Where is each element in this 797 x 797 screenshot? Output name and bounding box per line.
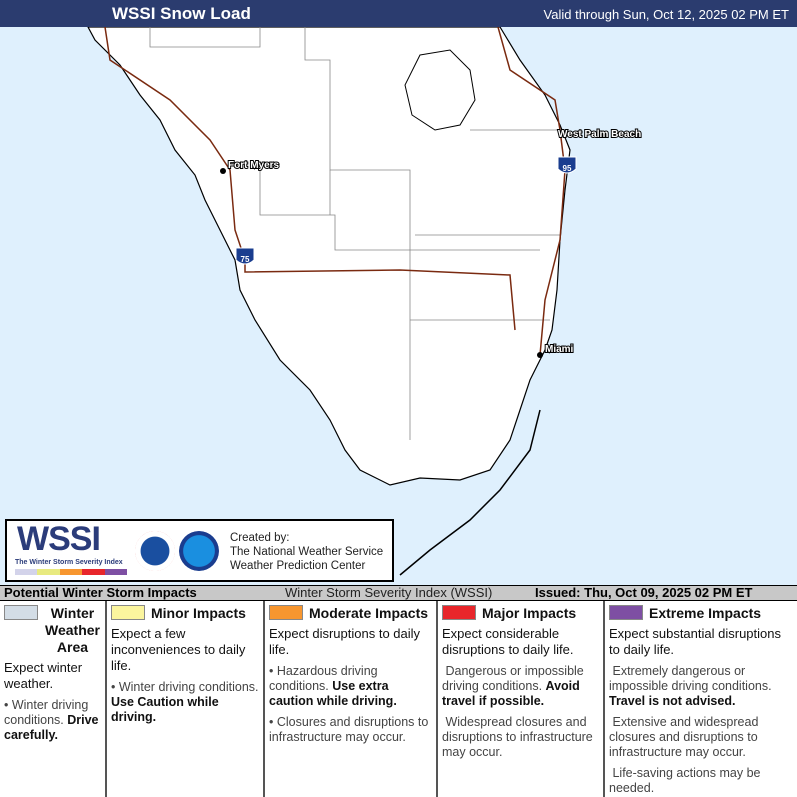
org-nws: The National Weather Service: [230, 546, 384, 558]
legend-title: Potential Winter Storm Impacts: [4, 585, 197, 600]
county-lines: [149, 27, 565, 440]
org-wpc: Weather Prediction Center: [230, 560, 366, 572]
category-bullet: Life-saving actions may be needed.: [609, 766, 761, 795]
category-swatch: [111, 605, 145, 620]
category-swatch: [442, 605, 476, 620]
legend-bar: Potential Winter Storm Impacts Winter St…: [0, 585, 797, 601]
wssi-logo-panel: WSSI The Winter Storm Severity Index Cre…: [5, 519, 394, 582]
map[interactable]: Fort Myers West Palm Beach Miami 75 95: [0, 26, 797, 585]
land: [86, 26, 571, 486]
legend-category: Minor Impacts Expect a few inconveniences…: [107, 601, 265, 797]
svg-text:75: 75: [241, 255, 250, 264]
category-bullet: Widespread closures and disruptions to i…: [442, 715, 593, 759]
category-bullet: • Hazardous driving conditions. Use extr…: [269, 664, 397, 708]
category-title: Major Impacts: [442, 605, 599, 622]
valid-time: Valid through Sun, Oct 12, 2025 02 PM ET: [543, 7, 789, 22]
legend-category: Extreme Impacts Expect substantial disrup…: [605, 601, 797, 797]
category-bullet: • Closures and disruptions to infrastruc…: [269, 715, 429, 744]
noaa-logo-icon: [179, 531, 219, 571]
wssi-subtitle: The Winter Storm Severity Index: [15, 559, 123, 566]
category-bullet: Extremely dangerous or impossible drivin…: [609, 664, 772, 708]
issued-time: Issued: Thu, Oct 09, 2025 02 PM ET: [535, 585, 753, 600]
category-bullet: • Winter driving conditions. Use Caution…: [111, 680, 259, 724]
legend-category: Major Impacts Expect considerable disrupt…: [438, 601, 605, 797]
category-title: Minor Impacts: [111, 605, 259, 622]
category-title: Winter Weather Area: [4, 605, 101, 656]
created-by: Created by:: [230, 532, 290, 544]
keys: [399, 409, 541, 576]
category-title: Extreme Impacts: [609, 605, 793, 622]
city-miami-marker: [537, 352, 543, 358]
lake-okeechobee: [404, 49, 476, 131]
category-bullet: Dangerous or impossible driving conditio…: [442, 664, 584, 708]
category-lead: Expect winter weather.: [4, 660, 83, 691]
category-lead: Expect considerable disruptions to daily…: [442, 626, 574, 657]
city-west-palm-beach: West Palm Beach: [558, 129, 641, 140]
map-title: WSSI Snow Load: [112, 4, 251, 23]
highway-roads: [104, 26, 566, 356]
legend-category: Winter Weather Area Expect winter weather…: [0, 601, 107, 797]
nws-seal-icon: [135, 531, 175, 571]
city-fort-myers-marker: [220, 168, 226, 174]
city-fort-myers: Fort Myers: [228, 160, 280, 171]
category-bullet: • Winter driving conditions. Drive caref…: [4, 698, 99, 742]
category-lead: Expect disruptions to daily life.: [269, 626, 421, 657]
interstate-95-shield-icon: 95: [557, 156, 577, 174]
svg-text:95: 95: [563, 164, 572, 173]
category-swatch: [4, 605, 38, 620]
category-swatch: [609, 605, 643, 620]
legend-category: Moderate Impacts Expect disruptions to da…: [265, 601, 438, 797]
category-bullet: Extensive and widespread closures and di…: [609, 715, 759, 759]
city-miami: Miami: [545, 344, 574, 355]
interstate-75-shield-icon: 75: [235, 247, 255, 265]
header: WSSI Snow Load Valid through Sun, Oct 12…: [0, 0, 797, 27]
category-lead: Expect substantial disruptions to daily …: [609, 626, 781, 657]
legend-index-name: Winter Storm Severity Index (WSSI): [285, 585, 493, 600]
category-title: Moderate Impacts: [269, 605, 432, 622]
category-swatch: [269, 605, 303, 620]
wssi-color-bar: [15, 569, 128, 575]
wssi-wordmark: WSSI: [17, 520, 101, 558]
category-lead: Expect a few inconveniences to daily lif…: [111, 626, 246, 673]
